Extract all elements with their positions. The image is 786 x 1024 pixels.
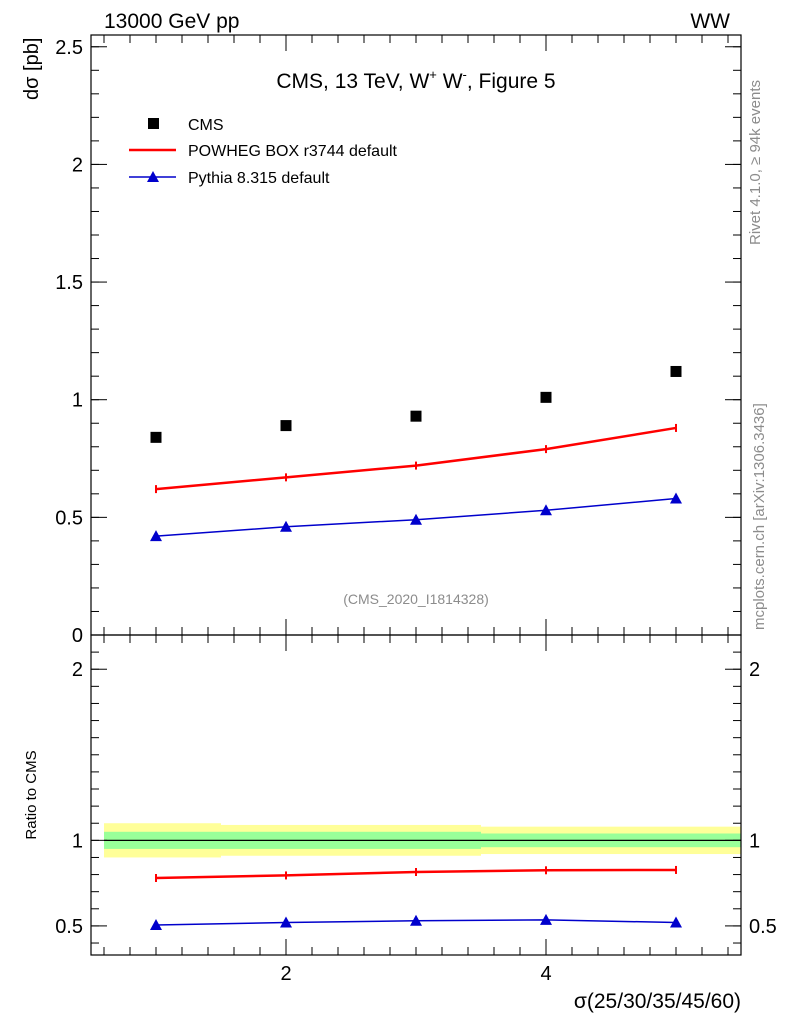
ratio-frame (90, 634, 742, 956)
main-ticks: 0 0.5 1 1.5 2 2.5 (55, 35, 741, 647)
ratio-ylabel: Ratio to CMS (23, 750, 40, 839)
cms-point (540, 391, 552, 403)
chart-title: CMS, 13 TeV, W+ W-, Figure 5 (276, 67, 555, 93)
pythia-point (540, 504, 552, 516)
chart-title-part2: W (437, 70, 463, 93)
pythia-point (410, 513, 422, 525)
legend-label: CMS (188, 117, 224, 134)
main-ytick-label: 2.5 (55, 37, 83, 59)
legend-label: Pythia 8.315 default (188, 170, 330, 187)
legend: CMS POWHEG BOX r3744 default Pythia 8.315 … (129, 117, 398, 187)
ratio-ytick-label: 1 (72, 830, 83, 852)
chart-title-sup1: + (429, 67, 437, 82)
ratio-ytick-label-right: 0.5 (749, 916, 777, 938)
ratio-pythia-point (410, 914, 422, 926)
ratio-ytick-label-right: 1 (749, 830, 760, 852)
cms-point (280, 420, 292, 432)
mcplots-label: mcplots.cern.ch [arXiv:1306.3436] (751, 403, 768, 630)
ratio-pythia-point (150, 919, 162, 931)
legend-cms-marker (148, 118, 159, 129)
main-ytick-label: 1.5 (55, 272, 83, 294)
rivet-label: Rivet 4.1.0, ≥ 94k events (747, 80, 764, 245)
x-axis-label: σ(25/30/35/45/60) (574, 990, 741, 1013)
pythia-point (150, 530, 162, 542)
main-marks (150, 365, 682, 542)
ratio-ytick-label: 2 (72, 659, 83, 681)
cms-point (670, 365, 682, 377)
main-ylabel: dσ [pb] (21, 38, 43, 100)
main-ytick-label: 0 (72, 625, 83, 647)
ratio-xtick-label: 4 (540, 963, 551, 985)
ratio-panel: 0.5 0.5 1 1 2 2 2 4 Ratio to CMS σ(25/30/35/45/… (23, 634, 777, 1013)
ratio-ticks: 0.5 0.5 1 1 2 2 2 4 (55, 634, 777, 985)
chart-title-part3: , Figure 5 (467, 70, 556, 93)
legend-pythia-marker (147, 171, 159, 182)
pythia-point (280, 520, 292, 532)
ratio-marks (150, 865, 682, 931)
header-right: WW (690, 10, 730, 33)
chart-title-part1: CMS, 13 TeV, W (276, 70, 429, 93)
ratio-band (104, 823, 741, 858)
ratio-pythia-point (280, 916, 292, 928)
cms-point (410, 410, 422, 422)
chart-title-sup2: - (463, 67, 467, 82)
header-left: 13000 GeV pp (104, 10, 239, 33)
main-ytick-label: 0.5 (55, 507, 83, 529)
main-panel: 0 0.5 1 1.5 2 2.5 dσ [pb] (CMS_2020_I1814328)… (21, 34, 742, 647)
watermark: (CMS_2020_I1814328) (343, 591, 489, 607)
ratio-ytick-label-right: 2 (749, 659, 760, 681)
main-ytick-label: 2 (72, 154, 83, 176)
legend-label: POWHEG BOX r3744 default (188, 143, 398, 160)
pythia-point (670, 492, 682, 504)
ratio-pythia-point (540, 913, 552, 925)
ratio-pythia-point (670, 916, 682, 928)
main-ytick-label: 1 (72, 390, 83, 412)
powheg-line (155, 426, 677, 491)
cms-point (150, 431, 162, 443)
ratio-ytick-label: 0.5 (55, 916, 83, 938)
ratio-xtick-label: 2 (280, 963, 291, 985)
